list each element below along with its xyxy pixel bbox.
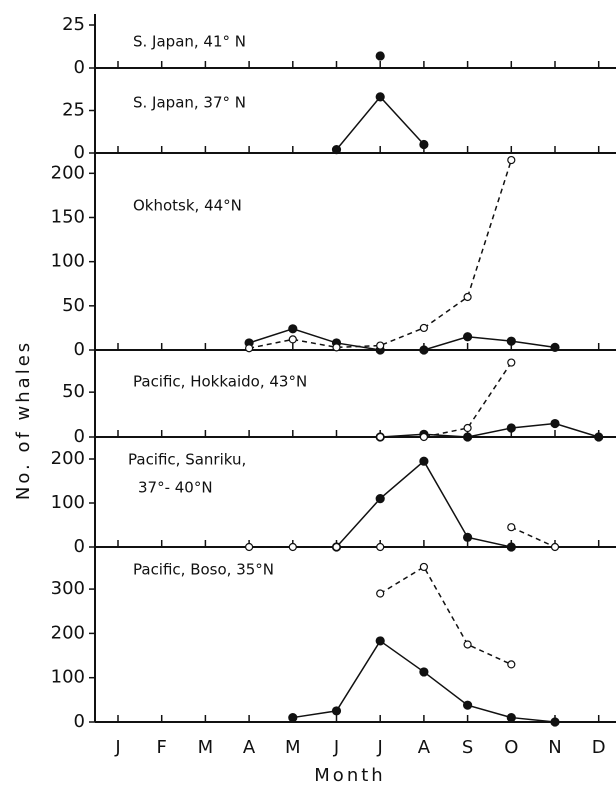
- x-tick-label: M: [285, 737, 301, 758]
- data-point: [507, 155, 516, 165]
- y-tick-label: 50: [62, 381, 85, 402]
- data-point: [376, 341, 385, 350]
- data-point: [375, 92, 385, 102]
- y-tick-label: 200: [51, 162, 85, 183]
- data-point: [288, 335, 297, 344]
- data-point: [376, 542, 385, 552]
- data-point: [463, 432, 473, 442]
- data-point: [550, 418, 560, 429]
- y-tick-label: 0: [74, 426, 85, 447]
- series-line: [379, 565, 512, 666]
- data-point: [506, 423, 516, 433]
- data-point: [463, 332, 473, 342]
- data-point: [288, 324, 298, 334]
- series-line: [335, 460, 512, 548]
- y-tick-label: 100: [51, 667, 85, 688]
- y-tick-label: 150: [51, 206, 85, 227]
- panel-title: S. Japan, 41° N: [133, 33, 246, 51]
- data-point: [331, 706, 342, 716]
- data-point: [419, 345, 429, 355]
- y-tick-label: 100: [51, 492, 85, 513]
- data-point: [331, 145, 342, 155]
- x-tick-label: A: [418, 737, 431, 758]
- series-line: [248, 159, 513, 349]
- x-tick-label: M: [198, 737, 214, 758]
- data-point: [507, 660, 516, 669]
- data-point: [332, 343, 341, 352]
- data-point: [550, 542, 560, 552]
- x-tick-label: J: [114, 737, 120, 758]
- data-point: [506, 542, 516, 552]
- x-tick-label: F: [157, 737, 167, 758]
- data-point: [463, 640, 472, 649]
- y-tick-label: 0: [74, 339, 85, 360]
- data-point: [463, 532, 473, 542]
- panel-title: Pacific, Sanriku,: [128, 451, 246, 469]
- data-point: [506, 336, 516, 346]
- data-point: [507, 523, 516, 532]
- y-tick-label: 0: [74, 57, 85, 78]
- x-tick-label: D: [592, 737, 606, 758]
- data-point: [375, 636, 385, 646]
- y-tick-label: 300: [51, 578, 85, 599]
- x-axis-label: Month: [314, 765, 385, 786]
- y-tick-label: 100: [51, 251, 85, 272]
- panel-title: S. Japan, 37° N: [133, 94, 246, 112]
- data-point: [376, 589, 385, 598]
- x-tick-label: J: [377, 737, 383, 758]
- x-tick-label: O: [504, 737, 518, 758]
- data-point: [507, 358, 516, 367]
- data-point: [419, 139, 429, 150]
- x-tick-label: J: [333, 737, 339, 758]
- data-point: [550, 342, 560, 352]
- data-point: [463, 423, 472, 433]
- panel-title: Pacific, Boso, 35°N: [133, 561, 274, 579]
- y-axis-label: No. of whales: [13, 340, 34, 500]
- y-tick-label: 0: [74, 711, 85, 732]
- y-tick-label: 200: [51, 448, 85, 469]
- y-tick-label: 25: [62, 14, 85, 35]
- series-line: [335, 95, 425, 151]
- data-point: [463, 700, 473, 710]
- x-tick-label: N: [548, 737, 561, 758]
- data-point: [463, 292, 472, 302]
- panel-title: 37°- 40°N: [138, 479, 213, 497]
- data-point: [550, 717, 560, 727]
- series-line: [380, 362, 512, 438]
- panel-title: Okhotsk, 44°N: [133, 197, 242, 215]
- data-point: [419, 456, 429, 466]
- y-tick-label: 25: [62, 100, 85, 121]
- data-point: [376, 432, 385, 442]
- y-tick-label: 0: [74, 142, 85, 163]
- data-point: [245, 344, 254, 353]
- data-point: [419, 562, 428, 572]
- data-point: [288, 542, 297, 552]
- x-tick-label: A: [243, 737, 256, 758]
- data-point: [419, 667, 429, 677]
- data-point: [245, 542, 254, 552]
- series-line: [249, 526, 556, 548]
- data-point: [419, 432, 428, 442]
- data-point: [332, 542, 341, 552]
- x-tick-label: S: [462, 737, 473, 758]
- data-point: [419, 323, 428, 333]
- series-line: [380, 422, 599, 438]
- data-point: [594, 432, 604, 442]
- series-line: [248, 328, 556, 351]
- y-tick-label: 200: [51, 622, 85, 643]
- data-point: [506, 712, 516, 723]
- y-tick-label: 0: [74, 536, 85, 557]
- data-point: [375, 494, 385, 504]
- panel-title: Pacific, Hokkaido, 43°N: [133, 373, 307, 391]
- data-point: [375, 51, 385, 61]
- y-tick-label: 50: [62, 295, 85, 316]
- data-point: [288, 712, 298, 723]
